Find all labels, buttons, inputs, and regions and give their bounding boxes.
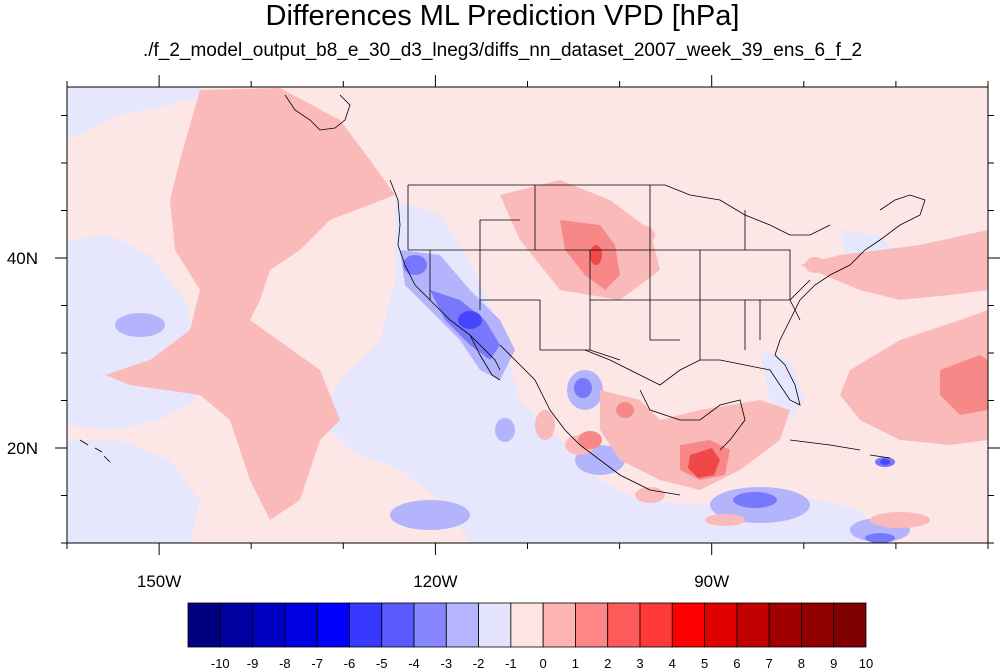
colorbar-label: 7 [766,656,773,671]
colorbar-swatch [575,602,609,648]
map-subtitle: ./f_2_model_output_b8_e_30_d3_lneg3/diff… [142,40,863,61]
lon-tick-label: 90W [694,572,729,591]
colorbar-swatch [219,602,253,648]
colorbar: -10 -9 -8 -7 -6 -5 -4 -3 -2 -1 0 1 2 3 4 5 6 7 8 9 10 [187,602,873,671]
colorbar-swatch [833,602,867,648]
difference-field [67,87,988,543]
colorbar-swatch [445,602,479,648]
colorbar-label: 4 [669,656,676,671]
lon-tick-label: 120W [413,572,457,591]
lon-tick-label: 150W [137,572,181,591]
colorbar-label: 1 [572,656,579,671]
field-very-strong-negative [458,311,890,465]
colorbar-swatch [478,602,512,648]
colorbar-swatch [381,602,415,648]
boundaries [79,94,926,496]
colorbar-swatch [187,602,221,648]
colorbar-swatch [704,602,738,648]
colorbar-swatch [801,602,835,648]
colorbar-label: -1 [505,656,517,671]
colorbar-swatch [413,602,447,648]
colorbar-label: -6 [344,656,356,671]
colorbar-label: 10 [859,656,873,671]
colorbar-swatch [768,602,802,648]
field-moderate-positive [105,88,988,528]
colorbar-label: -2 [473,656,485,671]
colorbar-label: -7 [311,656,323,671]
colorbar-swatch [316,602,350,648]
colorbar-label: 9 [830,656,837,671]
colorbar-swatch [510,602,544,648]
colorbar-label: 8 [798,656,805,671]
colorbar-label: -4 [408,656,420,671]
colorbar-label: -8 [279,656,291,671]
lat-tick-label: 40N [7,249,38,268]
colorbar-swatch [607,602,641,648]
colorbar-label: 2 [604,656,611,671]
colorbar-label: -5 [376,656,388,671]
colorbar-label: 3 [636,656,643,671]
colorbar-swatch [736,602,770,648]
lat-tick-label: 20N [7,439,38,458]
colorbar-swatch [542,602,576,648]
axis-ticks: 150W 120W 90W 40N 20N [7,75,1000,591]
colorbar-label: -9 [247,656,259,671]
colorbar-label: -10 [211,656,230,671]
colorbar-label: 5 [701,656,708,671]
colorbar-label: -3 [441,656,453,671]
colorbar-swatch [284,602,318,648]
colorbar-swatch [349,602,383,648]
colorbar-swatch [671,602,705,648]
colorbar-swatch [252,602,286,648]
colorbar-label: 6 [733,656,740,671]
colorbar-swatch [639,602,673,648]
map-title: Differences ML Prediction VPD [hPa] [265,0,740,32]
colorbar-label: 0 [540,656,547,671]
